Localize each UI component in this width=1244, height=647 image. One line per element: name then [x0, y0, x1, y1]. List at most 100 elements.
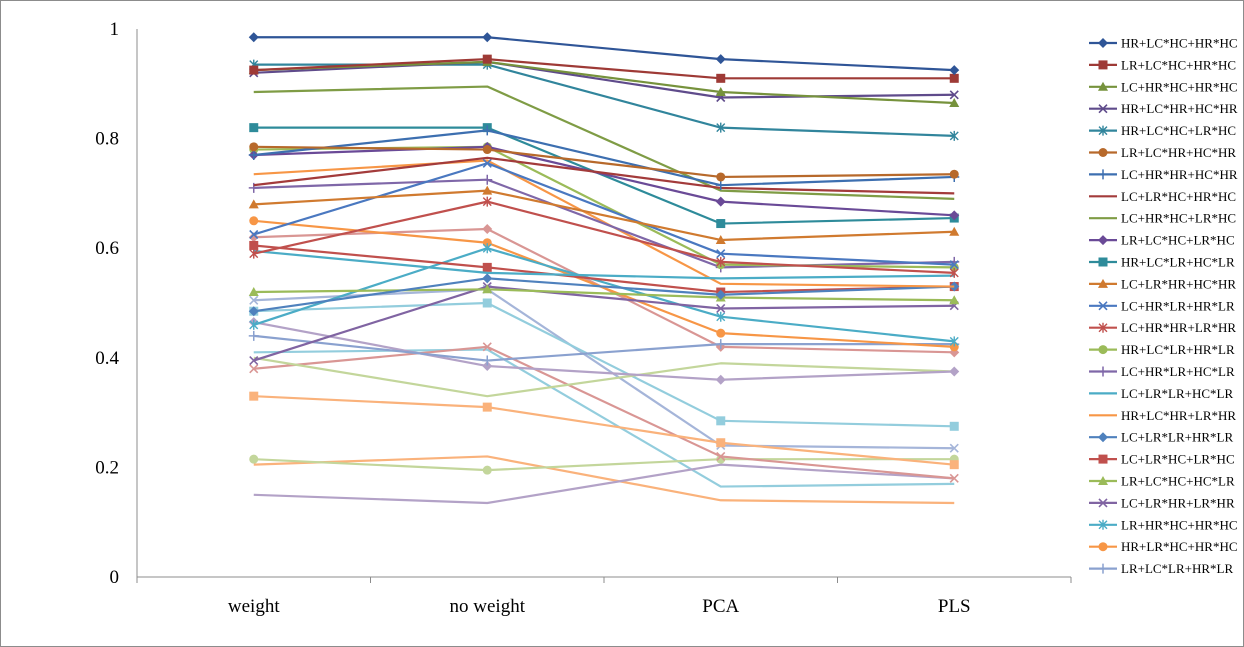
- data-point: [949, 366, 960, 377]
- series-line: [253, 356, 955, 398]
- data-point: [482, 355, 493, 366]
- series-2: [249, 54, 959, 83]
- legend-label: LR+HR*HC+HR*HC: [1121, 517, 1238, 532]
- series-line: [253, 301, 955, 428]
- data-point: [715, 374, 726, 385]
- legend-item: LR+HR*HC+HR*HC: [1089, 517, 1238, 532]
- legend-item: LC+LR*HR+HC*HR: [1089, 276, 1236, 291]
- legend-label: LC+HR*HR+HC*HR: [1121, 167, 1238, 182]
- series-line: [253, 244, 955, 294]
- legend-marker: [1098, 104, 1108, 114]
- legend-marker: [1098, 345, 1108, 355]
- series-1: [248, 32, 960, 76]
- series-line: [253, 463, 955, 505]
- data-point: [249, 295, 259, 305]
- data-point: [715, 180, 726, 191]
- legend-marker: [1098, 301, 1108, 311]
- legend-label: LR+LC*HC+LR*HC: [1121, 233, 1235, 248]
- data-point: [249, 248, 259, 259]
- legend-label: LC+LR*HR+HC*HR: [1121, 276, 1236, 291]
- data-point: [249, 142, 259, 152]
- series-30: [249, 391, 959, 470]
- data-point: [716, 303, 726, 314]
- legend-label: LC+HR*HC+LR*HC: [1121, 211, 1236, 226]
- data-point: [715, 234, 726, 244]
- series-36: [253, 455, 955, 505]
- data-point: [716, 311, 726, 322]
- legend-label: LR+LC*HC+HC*LR: [1121, 474, 1235, 489]
- legend-item: LC+LR*HC+LR*HC: [1089, 452, 1235, 467]
- data-point: [248, 32, 259, 43]
- data-point: [949, 460, 959, 470]
- data-point: [249, 65, 259, 75]
- legend-marker: [1098, 257, 1108, 267]
- series-6: [249, 142, 959, 182]
- data-point: [715, 87, 726, 97]
- data-point: [949, 97, 960, 107]
- legend-label: HR+LC*LR+HR*LR: [1121, 342, 1235, 357]
- data-point: [949, 210, 960, 221]
- series-7: [248, 125, 960, 191]
- data-point: [248, 199, 259, 209]
- series-line: [253, 60, 955, 99]
- series-line: [253, 345, 955, 480]
- legend-marker: [1098, 519, 1108, 530]
- series-line: [253, 156, 955, 195]
- data-point: [716, 438, 726, 448]
- legend-marker: [1098, 498, 1108, 508]
- data-point: [949, 260, 959, 270]
- legend-label: LC+LR*HC+HR*HC: [1121, 189, 1236, 204]
- series-line: [253, 85, 955, 200]
- legend-label: HR+LC*LR+HC*LR: [1121, 255, 1235, 270]
- legend-marker: [1098, 454, 1108, 464]
- data-point: [949, 130, 959, 141]
- legend-item: HR+LC*HR+LR*HR: [1089, 408, 1236, 423]
- legend-item: HR+LC*LR+HR*LR: [1089, 342, 1235, 357]
- legend-label: LR+LC*HC+HR*HC: [1121, 57, 1236, 72]
- legend: HR+LC*HC+HR*HC LR+LC*HC+HR*HC LC+HR*HC+HR*…: [1089, 36, 1238, 576]
- series-line: [253, 247, 955, 343]
- series-9: [253, 85, 955, 200]
- data-point: [482, 361, 493, 372]
- series-line: [253, 200, 955, 274]
- series-17: [253, 249, 955, 280]
- series-18: [253, 159, 955, 288]
- series-35: [253, 348, 955, 488]
- legend-item: HR+LC*LR+HC*LR: [1089, 255, 1235, 270]
- data-point: [482, 158, 492, 168]
- x-tick-label: no weight: [450, 596, 526, 617]
- data-point: [482, 465, 492, 475]
- legend-marker: [1098, 81, 1108, 91]
- legend-item: LR+LC*HC+HR*HC: [1089, 57, 1236, 72]
- x-tick-label: weight: [228, 596, 280, 617]
- data-point: [248, 287, 259, 297]
- data-point: [249, 319, 259, 330]
- series-line: [253, 219, 955, 348]
- legend-marker: [1098, 148, 1108, 157]
- x-tick-label: PLS: [938, 596, 971, 617]
- legend-item: LC+HR*HR+HC*HR: [1089, 167, 1238, 182]
- legend-item: LC+LR*LR+HC*LR: [1089, 386, 1233, 401]
- legend-label: LC+LR*HC+LR*HC: [1121, 452, 1235, 467]
- data-point: [949, 443, 959, 453]
- data-point: [249, 454, 259, 464]
- legend-marker: [1098, 38, 1108, 48]
- series-line: [253, 455, 955, 505]
- x-tick-label: PCA: [702, 596, 739, 617]
- series-29: [249, 298, 959, 431]
- series-25: [248, 330, 960, 366]
- data-point: [482, 402, 492, 412]
- legend-marker: [1098, 125, 1108, 136]
- data-point: [482, 298, 492, 308]
- data-point: [949, 169, 959, 179]
- series-line: [253, 321, 955, 381]
- series-line: [253, 36, 955, 72]
- legend-item: HR+LC*HC+HR*HC: [1089, 36, 1238, 51]
- series-34: [253, 463, 955, 505]
- y-tick-label: 0.4: [95, 348, 119, 369]
- legend-item: LC+LR*LR+HR*LR: [1089, 430, 1233, 445]
- series-line: [253, 277, 955, 313]
- data-point: [949, 267, 959, 278]
- legend-item: LC+HR*HC+LR*HC: [1089, 211, 1236, 226]
- series-8: [253, 156, 955, 195]
